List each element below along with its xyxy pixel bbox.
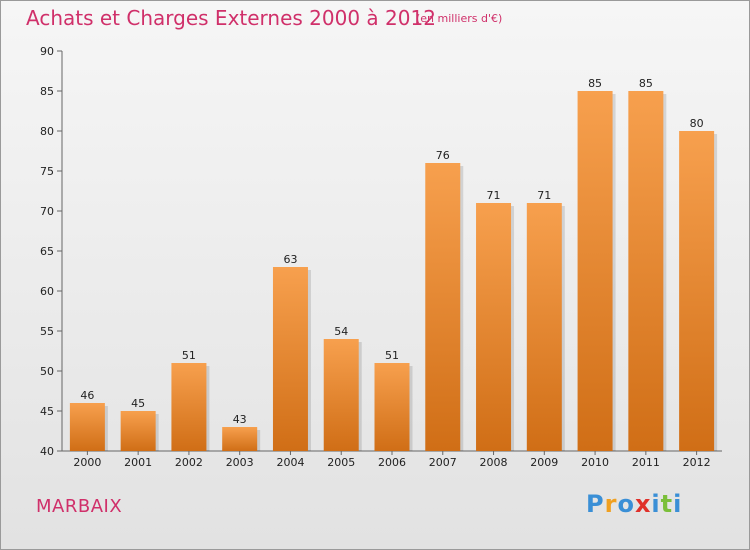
x-tick-label: 2009 [530, 456, 558, 469]
x-tick-label: 2000 [73, 456, 101, 469]
y-tick-label: 80 [40, 125, 54, 138]
bar-2001 [120, 411, 156, 451]
x-tick-label: 2008 [480, 456, 508, 469]
data-label: 85 [639, 77, 653, 90]
x-tick-label: 2007 [429, 456, 457, 469]
y-tick-label: 65 [40, 245, 54, 258]
data-label: 76 [436, 149, 450, 162]
y-tick-label: 45 [40, 405, 54, 418]
data-label: 71 [537, 189, 551, 202]
chart-title: Achats et Charges Externes 2000 à 2012 [26, 6, 436, 30]
logo-letter: x [634, 490, 652, 518]
x-tick-label: 2011 [632, 456, 660, 469]
logo-letter: i [651, 490, 661, 518]
data-label: 85 [588, 77, 602, 90]
bar-2002 [171, 363, 207, 451]
data-label: 63 [283, 253, 297, 266]
proxiti-logo[interactable]: Proxiti [586, 490, 682, 518]
bar-2007 [425, 163, 461, 451]
bar-2004 [272, 267, 308, 451]
y-tick-label: 60 [40, 285, 54, 298]
logo-letter: i [673, 490, 683, 518]
x-tick-label: 2012 [683, 456, 711, 469]
bar-2009 [526, 203, 562, 451]
chart-bars: 46 45 51 43 63 54 51 76 71 71 85 85 80 [69, 77, 718, 451]
data-label: 45 [131, 397, 145, 410]
logo-letter: t [660, 490, 674, 518]
bar-2005 [323, 339, 359, 451]
bar-2012 [679, 131, 715, 451]
commune-name: MARBAIX [36, 496, 123, 517]
data-label: 80 [690, 117, 704, 130]
bar-2011 [628, 91, 664, 451]
y-tick-label: 40 [40, 445, 54, 458]
data-label: 51 [182, 349, 196, 362]
bar-2006 [374, 363, 410, 451]
bar-2003 [222, 427, 258, 451]
y-tick-label: 75 [40, 165, 54, 178]
data-label: 71 [487, 189, 501, 202]
x-tick-label: 2005 [327, 456, 355, 469]
data-label: 54 [334, 325, 348, 338]
data-label: 46 [80, 389, 94, 402]
logo-letter: o [617, 490, 635, 518]
logo-letter: P [586, 490, 605, 518]
x-tick-label: 2001 [124, 456, 152, 469]
x-tick-label: 2003 [226, 456, 254, 469]
y-tick-label: 50 [40, 365, 54, 378]
y-tick-label: 70 [40, 205, 54, 218]
data-label: 51 [385, 349, 399, 362]
bar-2008 [476, 203, 512, 451]
x-tick-label: 2004 [276, 456, 304, 469]
y-tick-label: 85 [40, 85, 54, 98]
bar-2010 [577, 91, 613, 451]
x-tick-label: 2002 [175, 456, 203, 469]
chart-subtitle: (en milliers d'€) [416, 12, 503, 25]
x-tick-label: 2006 [378, 456, 406, 469]
y-tick-label: 90 [40, 45, 54, 58]
bar-2000 [69, 403, 105, 451]
x-tick-label: 2010 [581, 456, 609, 469]
logo-letter: r [604, 490, 618, 518]
y-tick-label: 55 [40, 325, 54, 338]
data-label: 43 [233, 413, 247, 426]
